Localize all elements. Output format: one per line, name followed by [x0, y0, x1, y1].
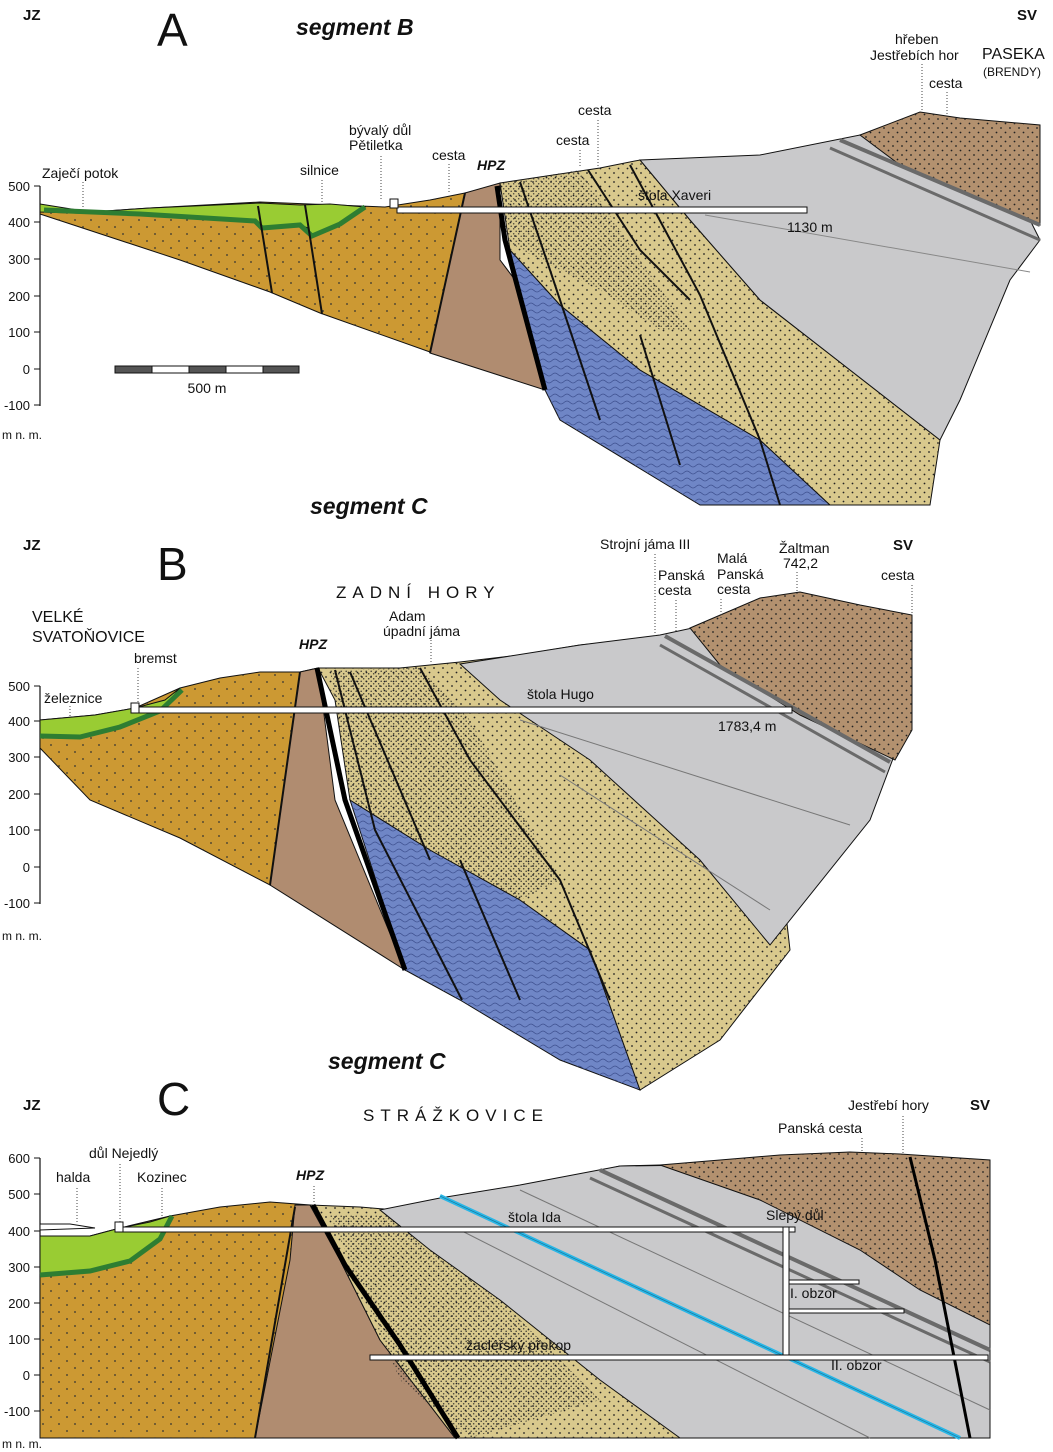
direction-sw: JZ [23, 537, 41, 554]
place-label: cesta [881, 567, 915, 583]
segment-label: segment C [328, 1048, 446, 1074]
place-label: PASEKA [982, 46, 1045, 63]
place-label: Panská [717, 566, 764, 582]
place-label: silnice [300, 162, 339, 178]
tunnel-label: štola Ida [508, 1209, 561, 1225]
direction-sw: JZ [23, 7, 41, 24]
tick-label: 400 [8, 1224, 30, 1239]
tick-label: 500 [8, 179, 30, 194]
panel-b-strata [39, 591, 913, 1091]
panel-letter: B [157, 538, 188, 590]
tick-label: -100 [4, 398, 30, 413]
tick-label: 200 [8, 787, 30, 802]
panel-a-axis: 500 400 300 200 100 0 -100 m n. m. [2, 179, 42, 442]
direction-sw: JZ [23, 1097, 41, 1114]
place-label: cesta [556, 132, 590, 148]
tick-label: 200 [8, 1296, 30, 1311]
place-label: cesta [432, 147, 466, 163]
tick-label: 0 [23, 1368, 30, 1383]
tunnel-label: Slepý důl [766, 1207, 824, 1223]
place-label: bývalý důl [349, 122, 411, 138]
level-label: I. obzor [790, 1285, 837, 1301]
place-label: cesta [658, 582, 692, 598]
place-label: Žaltman [779, 540, 830, 556]
place-label: úpadní jáma [383, 623, 460, 639]
place-label: cesta [717, 581, 751, 597]
place-label: cesta [929, 75, 963, 91]
place-label: STRÁŽKOVICE [363, 1106, 549, 1125]
place-label: SVATOŇOVICE [32, 627, 145, 646]
direction-ne: SV [893, 537, 913, 554]
segment-label: segment B [296, 14, 414, 40]
place-label: Jestřebí hory [848, 1097, 929, 1113]
fault-label: HPZ [299, 636, 327, 652]
tunnel-length: 1130 m [787, 219, 833, 235]
tick-label: 0 [23, 362, 30, 377]
fault-label: HPZ [477, 157, 505, 173]
place-label: Panská [658, 567, 705, 583]
axis-unit: m n. m. [2, 428, 42, 442]
place-label: Zaječí potok [42, 165, 119, 181]
panel-c-axis: 600 500 400 300 200 100 0 -100 m n. m. [2, 1151, 42, 1451]
panel-letter: A [157, 4, 188, 56]
place-label: Pětiletka [349, 137, 403, 153]
tick-label: 500 [8, 679, 30, 694]
place-label: cesta [578, 102, 612, 118]
tick-label: 300 [8, 750, 30, 765]
place-label: ZADNÍ HORY [336, 583, 501, 602]
place-label: Panská cesta [778, 1120, 862, 1136]
segment-label: segment C [310, 493, 428, 519]
direction-ne: SV [970, 1097, 990, 1114]
tick-label: 100 [8, 823, 30, 838]
panel-letter: C [157, 1073, 190, 1125]
panel-b: 500 400 300 200 100 0 -100 m n. m. [2, 536, 915, 1091]
direction-ne: SV [1017, 7, 1037, 24]
panel-a-strata [39, 111, 1041, 506]
tick-label: 300 [8, 252, 30, 267]
place-label: Strojní jáma III [600, 536, 690, 552]
place-label: železnice [44, 690, 103, 706]
place-label: VELKÉ [32, 607, 84, 626]
tick-label: 0 [23, 860, 30, 875]
place-label: hřeben [895, 31, 939, 47]
tick-label: 400 [8, 215, 30, 230]
panel-a: 500 400 300 200 100 0 -100 m n. m. [2, 4, 1045, 519]
place-label: halda [56, 1169, 90, 1185]
place-label: bremst [134, 650, 177, 666]
place-label: Kozinec [137, 1169, 187, 1185]
tunnel-length: 1783,4 m [718, 718, 776, 734]
tunnel-label: žacléřský překop [466, 1337, 571, 1353]
panel-c-strata [39, 1151, 991, 1440]
tick-label: -100 [4, 896, 30, 911]
tick-label: 200 [8, 289, 30, 304]
place-label: důl Nejedlý [89, 1145, 158, 1161]
tick-label: 300 [8, 1260, 30, 1275]
place-label: Adam [389, 608, 426, 624]
panel-b-axis: 500 400 300 200 100 0 -100 m n. m. [2, 679, 42, 943]
tick-label: 400 [8, 714, 30, 729]
axis-unit: m n. m. [2, 1437, 42, 1451]
panel-c: 600 500 400 300 200 100 0 -100 m n. m. [2, 1073, 991, 1451]
scale-label: 500 m [188, 380, 227, 396]
place-label: (BRENDY) [983, 65, 1041, 79]
tick-label: 100 [8, 1332, 30, 1347]
tick-label: 500 [8, 1187, 30, 1202]
place-label: Jestřebích hor [870, 47, 959, 63]
tunnel-label: štola Hugo [527, 686, 594, 702]
tick-label: -100 [4, 1404, 30, 1419]
fault-label: HPZ [296, 1167, 324, 1183]
scale-bar: 500 m [114, 365, 300, 396]
tick-label: 600 [8, 1151, 30, 1166]
place-label: Malá [717, 550, 748, 566]
place-label: 742,2 [783, 555, 818, 571]
tunnel-label: štola Xaveri [638, 187, 711, 203]
level-label: II. obzor [831, 1357, 882, 1373]
tick-label: 100 [8, 325, 30, 340]
axis-unit: m n. m. [2, 929, 42, 943]
